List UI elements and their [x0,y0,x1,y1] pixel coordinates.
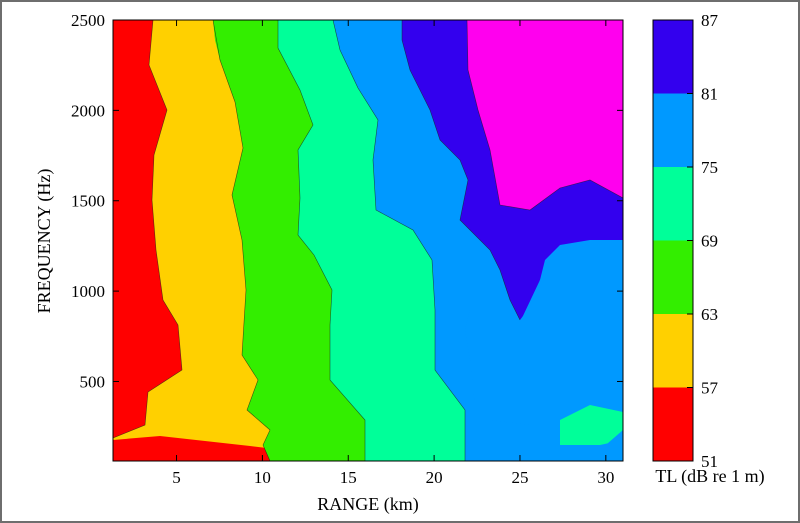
y-tick-label: 2000 [71,101,105,120]
x-tick-label: 20 [426,468,443,487]
y-tick-label: 1000 [71,282,105,301]
y-tick-label: 2500 [71,11,105,30]
band-75-81-lower [465,245,623,461]
colorbar-tick-label: 87 [701,11,719,30]
x-tick-label: 5 [172,468,181,487]
colorbar-band [653,240,693,314]
colorbar-band [653,20,693,94]
band-69-75-lower [560,405,623,445]
contour-plot-area [113,20,623,461]
x-tick-label: 30 [597,468,614,487]
x-tick-label: 25 [511,468,528,487]
colorbar-tick-label: 81 [701,85,718,104]
colorbar-band [653,93,693,167]
x-axis: 5 10 15 20 25 30 [172,20,614,487]
colorbar-tick-label: 63 [701,305,718,324]
x-axis-label: RANGE (km) [317,494,419,515]
colorbar-tick-label: 69 [701,232,718,251]
x-tick-label: 10 [254,468,271,487]
y-axis: 500 1000 1500 2000 2500 [71,11,623,391]
y-tick-label: 500 [80,372,106,391]
colorbar-band [653,167,693,241]
colorbar-band [653,387,693,461]
colorbar-band [653,314,693,388]
band-87-up [467,20,623,210]
plot-border [112,19,624,462]
y-axis-label: FREQUENCY (Hz) [34,169,55,314]
band-75-81-edge [600,430,623,461]
colorbar-tick-label: 75 [701,158,718,177]
y-tick-label: 1500 [71,192,105,211]
colorbar-tick-label: 51 [701,452,718,471]
colorbar-tick-label: 57 [701,379,719,398]
colorbar-label: TL (dB re 1 m) [655,466,764,487]
x-tick-label: 15 [340,468,357,487]
colorbar: 51 57 63 69 75 81 87 [652,11,719,471]
